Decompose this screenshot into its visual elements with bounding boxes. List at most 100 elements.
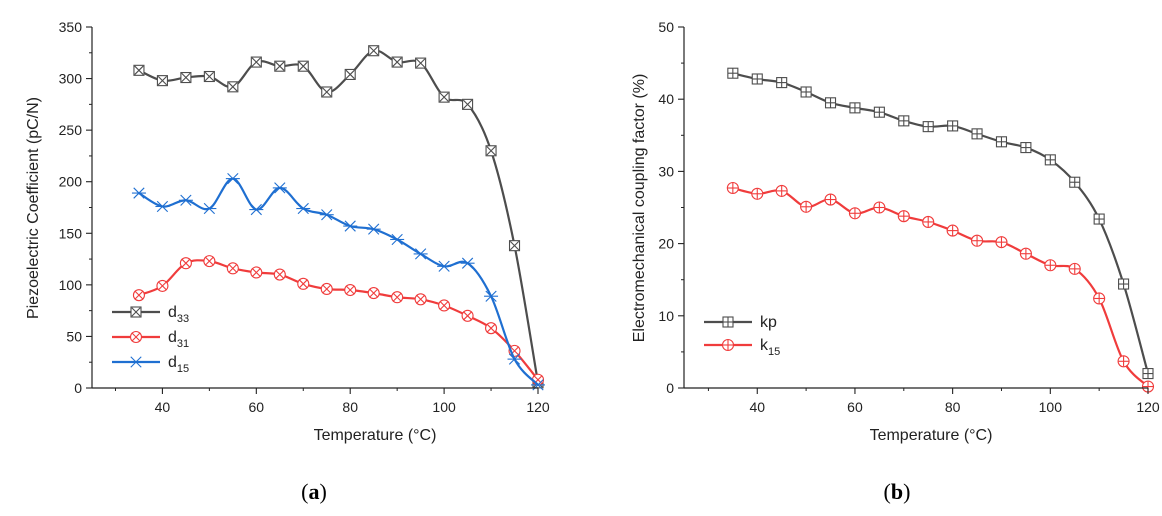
data-point-k15 xyxy=(971,234,984,247)
data-point-d33 xyxy=(133,64,145,76)
data-point-d33 xyxy=(485,145,497,157)
data-point-kp xyxy=(849,102,861,114)
data-point-d33 xyxy=(462,98,474,110)
panel-label-a: (a) xyxy=(301,479,327,504)
data-point-kp xyxy=(995,136,1008,148)
panel-letter-a: a xyxy=(309,479,320,504)
data-point-d31 xyxy=(461,309,474,322)
legend-item-d15: d15 xyxy=(112,354,189,375)
panel-label-b: (b) xyxy=(884,479,911,504)
chart-panel-a: 0 50 100 150 200 250 300 350 40 60 80 100 120 Temper… xyxy=(25,19,550,444)
data-point-d31 xyxy=(297,277,310,290)
chart-panel-b: 0 10 20 30 40 50 40 60 80 100 120 Temperature (°C)… xyxy=(631,19,1160,444)
data-point-kp xyxy=(1069,176,1081,188)
legend-b: kp k15 xyxy=(704,314,780,358)
legend-label-d33: d33 xyxy=(168,304,189,325)
data-point-d15 xyxy=(272,182,287,194)
y-tick-label-a: 100 xyxy=(59,277,83,293)
data-point-d15 xyxy=(225,172,240,185)
y-tick-label-a: 50 xyxy=(66,328,82,344)
data-point-d31 xyxy=(391,291,404,304)
legend-label-kp: kp xyxy=(760,314,777,331)
data-point-k15 xyxy=(1093,292,1106,305)
legend-item-k15: k15 xyxy=(704,337,780,358)
legend-marker-d31 xyxy=(129,330,143,344)
series-layer-b xyxy=(726,67,1155,393)
data-point-kp xyxy=(922,121,934,133)
x-tick-label-a: 60 xyxy=(249,399,265,415)
data-point-k15 xyxy=(1044,259,1057,272)
x-tick-label-b: 40 xyxy=(749,399,765,415)
legend-item-d33: d33 xyxy=(112,304,189,325)
series-line-d31 xyxy=(138,259,539,381)
axes-a: 0 50 100 150 200 250 300 350 40 60 80 100 120 xyxy=(59,19,550,415)
data-point-k15 xyxy=(873,201,886,214)
x-tick-label-a: 120 xyxy=(526,399,550,415)
data-point-d33 xyxy=(391,56,403,68)
legend-item-d31: d31 xyxy=(112,329,189,350)
data-point-d33 xyxy=(321,86,333,98)
series-line-kp xyxy=(732,72,1150,374)
legend-label-d15: d15 xyxy=(168,354,189,375)
legend-label-d31: d31 xyxy=(168,329,189,350)
data-point-d31 xyxy=(179,257,192,270)
x-axis-label-a: Temperature (°C) xyxy=(314,427,437,444)
y-tick-label-b: 10 xyxy=(658,308,674,324)
data-point-d31 xyxy=(344,283,357,297)
data-point-d31 xyxy=(250,266,263,279)
y-tick-label-b: 30 xyxy=(658,163,674,179)
data-point-d33 xyxy=(274,60,286,72)
x-tick-label-b: 120 xyxy=(1136,399,1160,415)
x-tick-label-a: 100 xyxy=(432,399,456,415)
data-point-kp xyxy=(1118,278,1130,290)
data-point-kp xyxy=(800,86,812,98)
y-tick-label-a: 0 xyxy=(74,380,82,396)
axes-b: 0 10 20 30 40 50 40 60 80 100 120 xyxy=(658,19,1159,415)
data-point-d33 xyxy=(203,70,215,83)
data-point-d15 xyxy=(155,200,170,213)
data-point-k15 xyxy=(824,193,837,206)
data-point-d15 xyxy=(390,233,405,246)
data-point-d33 xyxy=(368,45,380,57)
data-point-kp xyxy=(1093,213,1105,225)
y-tick-label-a: 200 xyxy=(59,174,83,190)
series-line-k15 xyxy=(732,186,1149,388)
data-point-kp xyxy=(1044,154,1056,166)
series-layer-a xyxy=(131,45,545,391)
data-point-kp xyxy=(1020,142,1032,154)
data-point-kp xyxy=(1142,368,1154,380)
x-tick-label-a: 80 xyxy=(342,399,358,415)
y-tick-label-b: 50 xyxy=(658,19,674,35)
data-point-d33 xyxy=(180,71,192,84)
panel-letter-b: b xyxy=(891,479,903,504)
legend-a: d33 d31 d15 xyxy=(112,304,189,375)
legend-marker-kp xyxy=(722,316,734,328)
legend-marker-d33 xyxy=(130,306,142,318)
data-point-kp xyxy=(971,128,983,140)
data-point-kp xyxy=(898,115,910,127)
data-point-k15 xyxy=(1019,247,1032,260)
y-tick-label-b: 20 xyxy=(658,236,674,252)
data-point-d15 xyxy=(460,257,475,269)
data-point-k15 xyxy=(800,200,813,213)
y-tick-label-a: 150 xyxy=(59,225,83,241)
data-point-d31 xyxy=(203,255,216,268)
data-point-d31 xyxy=(414,293,427,306)
data-point-d15 xyxy=(296,202,311,215)
data-point-d33 xyxy=(156,75,168,87)
data-point-k15 xyxy=(848,207,861,220)
legend-marker-d15 xyxy=(129,356,143,368)
data-point-d15 xyxy=(202,202,217,215)
data-point-d31 xyxy=(226,262,239,275)
data-point-d15 xyxy=(343,220,358,232)
y-tick-label-a: 250 xyxy=(59,122,83,138)
data-point-k15 xyxy=(946,224,959,237)
data-point-d15 xyxy=(366,223,381,235)
series-line-d15 xyxy=(138,177,539,386)
data-point-d15 xyxy=(437,260,452,272)
data-point-kp xyxy=(751,73,763,85)
data-point-d33 xyxy=(438,91,450,103)
legend-marker-k15 xyxy=(721,338,735,352)
x-tick-label-b: 80 xyxy=(945,399,961,415)
